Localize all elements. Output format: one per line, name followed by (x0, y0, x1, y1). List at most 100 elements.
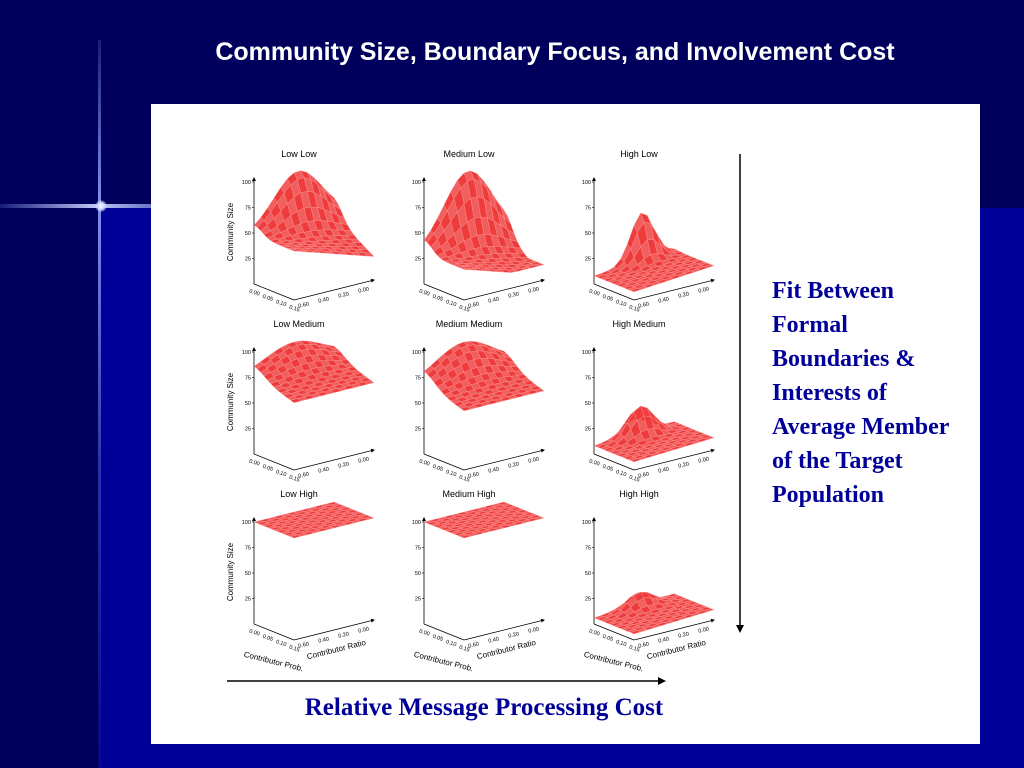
z-tick-label: 100 (242, 350, 251, 356)
z-tick-label: 75 (245, 206, 251, 212)
z-tick-label: 50 (415, 571, 421, 577)
surface-cell (460, 534, 472, 539)
x-tick-label: 0.10 (445, 469, 457, 478)
x-tick-label: 0.10 (615, 299, 627, 308)
x-tick-label: 0.15 (288, 305, 300, 314)
x-tick-label: 0.10 (275, 299, 287, 308)
x-tick-label: 0.15 (628, 475, 640, 484)
plot-title: Medium Medium (436, 319, 503, 329)
x-tick-label: 0.10 (445, 639, 457, 648)
x-tick-label: 0.00 (248, 459, 260, 468)
z-tick-label: 25 (245, 427, 251, 433)
x-axis (423, 283, 465, 301)
x-tick-label: 0.00 (418, 629, 430, 638)
surface-plot: High Low1007550250.000.050.100.150.600.4… (582, 149, 715, 314)
surface-plot: Low High1007550250.000.050.100.150.600.4… (226, 489, 375, 673)
y-tick-label: 0.00 (358, 626, 370, 634)
surface-plot: High High1007550250.000.050.100.150.600.… (582, 489, 715, 673)
y-axis (463, 278, 545, 301)
y-tick-label: 0.20 (678, 631, 690, 639)
z-tick-label: 25 (415, 257, 421, 263)
surface-cell (290, 398, 302, 403)
x-tick-label: 0.00 (588, 459, 600, 468)
z-tick-label: 50 (415, 401, 421, 407)
y-axis-label: Contributor Ratio (476, 638, 537, 661)
surface-plot: Low Medium1007550250.000.050.100.150.600… (226, 319, 375, 484)
y-tick-label: 0.20 (338, 291, 350, 299)
plot-title: Low Low (281, 149, 317, 159)
x-tick-label: 0.00 (418, 459, 430, 468)
x-tick-label: 0.05 (432, 294, 444, 303)
surface-plot-grid: Low Low1007550250.000.050.100.150.600.40… (226, 149, 744, 685)
y-tick-label: 0.60 (468, 471, 480, 479)
z-tick-label: 25 (585, 597, 591, 603)
z-axis-label: Community Size (226, 542, 235, 601)
y-tick-label: 0.40 (658, 466, 670, 474)
x-tick-label: 0.05 (432, 464, 444, 473)
x-axis (253, 283, 295, 301)
y-axis (293, 448, 375, 471)
y-tick-label: 0.60 (468, 301, 480, 309)
y-axis (633, 278, 715, 301)
slide-title: Community Size, Boundary Focus, and Invo… (215, 38, 895, 66)
z-tick-label: 50 (415, 231, 421, 237)
surface-cell (460, 267, 471, 271)
x-tick-label: 0.15 (458, 645, 470, 654)
x-tick-label: 0.00 (248, 629, 260, 638)
x-axis (593, 453, 635, 471)
z-axis-label: Community Size (226, 372, 235, 431)
surface-mesh (423, 170, 545, 273)
y-tick-label: 0.60 (298, 641, 310, 649)
plot-title: Low Medium (273, 319, 324, 329)
z-tick-label: 100 (412, 350, 421, 356)
y-tick-label: 0.20 (678, 461, 690, 469)
x-axis (253, 453, 295, 471)
z-tick-label: 25 (415, 427, 421, 433)
y-axis (293, 618, 375, 641)
x-tick-label: 0.15 (288, 475, 300, 484)
x-tick-label: 0.05 (602, 464, 614, 473)
x-axis-label: Contributor Prob. (413, 650, 474, 673)
x-axis-label: Contributor Prob. (243, 650, 304, 673)
y-axis (633, 448, 715, 471)
z-tick-label: 75 (245, 376, 251, 382)
surface-plot: High Medium1007550250.000.050.100.150.60… (582, 319, 715, 484)
y-tick-label: 0.00 (698, 286, 710, 294)
y-tick-label: 0.00 (698, 626, 710, 634)
plot-title: High Medium (612, 319, 665, 329)
surface-plot: Medium Low1007550250.000.050.100.150.600… (412, 149, 545, 314)
surface-cell (460, 406, 472, 411)
surface-mesh (423, 340, 545, 411)
z-tick-label: 25 (585, 257, 591, 263)
x-tick-label: 0.15 (628, 645, 640, 654)
z-tick-label: 100 (582, 520, 591, 526)
x-tick-label: 0.10 (275, 639, 287, 648)
x-tick-label: 0.05 (602, 294, 614, 303)
y-tick-label: 0.20 (338, 631, 350, 639)
z-tick-label: 50 (245, 401, 251, 407)
y-axis (463, 618, 545, 641)
y-tick-label: 0.00 (358, 286, 370, 294)
x-tick-label: 0.05 (602, 634, 614, 643)
plot-title: High High (619, 489, 659, 499)
y-tick-label: 0.40 (318, 296, 330, 304)
z-tick-label: 50 (585, 231, 591, 237)
x-tick-label: 0.10 (615, 639, 627, 648)
z-tick-label: 50 (245, 571, 251, 577)
plot-title: Low High (280, 489, 318, 499)
plot-title: Medium High (442, 489, 495, 499)
y-axis (293, 278, 375, 301)
z-tick-label: 100 (242, 180, 251, 186)
y-axis (463, 448, 545, 471)
y-tick-label: 0.40 (488, 466, 500, 474)
y-tick-label: 0.20 (678, 291, 690, 299)
y-tick-label: 0.40 (488, 296, 500, 304)
z-tick-label: 75 (585, 546, 591, 552)
surface-plot: Low Low1007550250.000.050.100.150.600.40… (226, 149, 375, 314)
z-tick-label: 25 (245, 257, 251, 263)
x-tick-label: 0.10 (275, 469, 287, 478)
x-axis (423, 453, 465, 471)
y-axis (633, 618, 715, 641)
z-tick-label: 25 (585, 427, 591, 433)
x-tick-label: 0.05 (432, 634, 444, 643)
